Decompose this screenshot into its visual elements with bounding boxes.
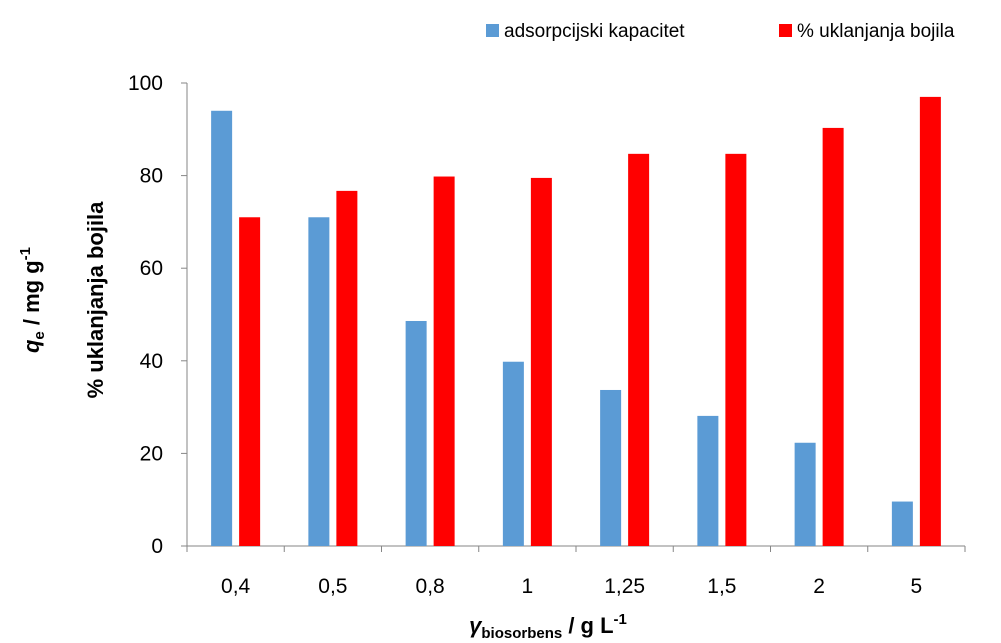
x-axis-title: γbiosorbens / g L-1 xyxy=(469,611,627,642)
y-tick-label: 0 xyxy=(151,535,163,558)
y-tick-label: 20 xyxy=(140,442,163,465)
legend-item: adsorpcijski kapacitet xyxy=(486,21,685,42)
x-ticks: 0,4 0,5 0,8 1 1,25 1,5 2 5 xyxy=(186,546,966,598)
y-tick-label: 60 xyxy=(140,257,163,280)
bar-removal xyxy=(822,127,844,546)
legend-swatch-adsorption xyxy=(486,24,499,37)
x-tick-label: 1 xyxy=(522,575,534,598)
y-axis-title-removal: % uklanjanja bojila xyxy=(83,201,108,399)
bar-removal xyxy=(628,153,650,547)
x-tick-label: 0,4 xyxy=(221,575,251,598)
x-tick-label: 5 xyxy=(911,575,923,598)
legend-swatch-removal xyxy=(779,24,792,37)
legend-item: % uklanjanja bojila xyxy=(779,21,955,42)
bars xyxy=(211,96,941,547)
y-tick-label: 80 xyxy=(140,165,163,188)
bar-adsorption xyxy=(794,442,816,546)
bar-adsorption xyxy=(211,110,233,546)
x-tick-label: 1,25 xyxy=(604,575,645,598)
x-tick-label: 1,5 xyxy=(707,575,736,598)
y-tick-label: 100 xyxy=(128,72,163,95)
y-tick-label: 40 xyxy=(140,350,163,373)
bar-removal xyxy=(239,217,261,546)
legend: adsorpcijski kapacitet % uklanjanja boji… xyxy=(486,21,955,42)
x-tick-label: 2 xyxy=(813,575,825,598)
bar-adsorption xyxy=(308,217,330,546)
bar-adsorption xyxy=(502,361,524,546)
x-tick-label: 0,5 xyxy=(318,575,347,598)
y-axis-title-qe: qe / mg g-1 xyxy=(17,247,48,353)
legend-label-adsorption: adsorpcijski kapacitet xyxy=(504,21,685,42)
bar-removal xyxy=(336,190,358,546)
bar-removal xyxy=(433,176,455,546)
bar-adsorption xyxy=(697,415,719,546)
legend-label-removal: % uklanjanja bojila xyxy=(797,21,955,42)
bar-removal xyxy=(725,153,747,547)
bar-adsorption xyxy=(405,320,427,546)
bar-adsorption xyxy=(600,389,622,546)
bar-removal xyxy=(919,96,941,546)
x-tick-label: 0,8 xyxy=(416,575,445,598)
bar-adsorption xyxy=(891,501,913,546)
y-ticks: 0 20 40 60 80 100 xyxy=(128,72,187,558)
bar-removal xyxy=(530,177,552,547)
